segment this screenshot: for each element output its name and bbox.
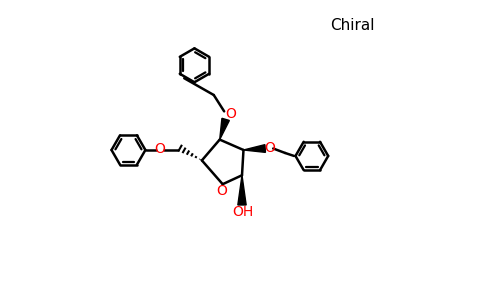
- Text: O: O: [154, 142, 166, 156]
- Polygon shape: [243, 145, 265, 152]
- Text: O: O: [216, 184, 227, 198]
- Text: OH: OH: [232, 206, 253, 219]
- Text: Chiral: Chiral: [330, 18, 374, 33]
- Text: O: O: [225, 107, 236, 121]
- Text: O: O: [264, 141, 275, 154]
- Polygon shape: [238, 175, 246, 205]
- Polygon shape: [220, 118, 229, 140]
